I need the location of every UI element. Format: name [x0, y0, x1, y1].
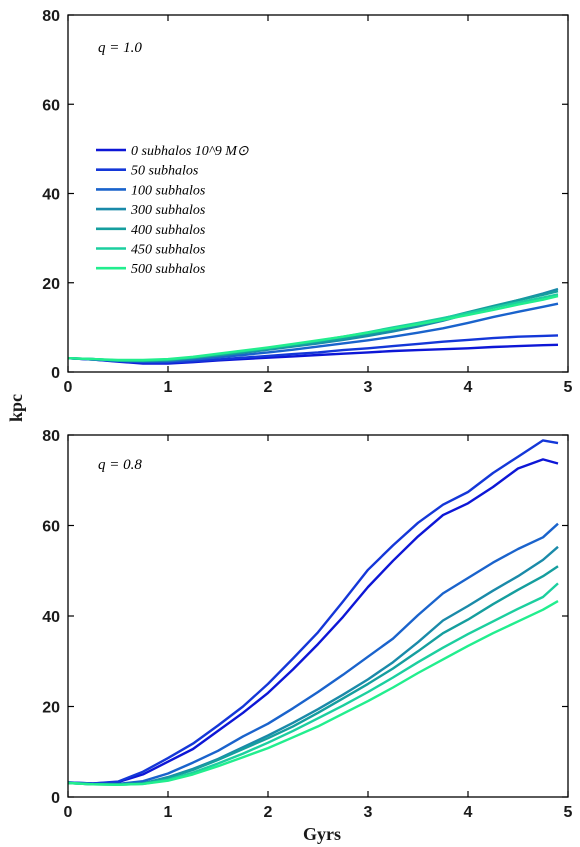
top-series-line-1 — [67, 334, 559, 364]
legend-entry-label: 50 subhalos — [131, 164, 199, 179]
top-x-tick-label: 1 — [164, 379, 173, 396]
top-x-tick-label: 0 — [64, 379, 73, 396]
bottom-y-tick-label: 60 — [42, 519, 60, 536]
legend-entry-label: 500 subhalos — [131, 262, 206, 277]
bottom-series-line-5 — [67, 582, 559, 786]
y-axis-label: kpc — [6, 394, 26, 422]
legend-entry-label: 400 subhalos — [131, 223, 206, 238]
bottom-series-line-6 — [67, 600, 559, 786]
bottom-x-tick-label: 1 — [164, 804, 173, 821]
top-y-tick-label: 0 — [51, 365, 60, 382]
legend: 0 subhalos 10^9 M⊙ 50 subhalos 100 subhalo… — [96, 144, 249, 277]
legend-entry-label: 100 subhalos — [131, 183, 206, 198]
legend-entry-label: 450 subhalos — [131, 243, 206, 258]
bottom-y-tick-label: 0 — [51, 790, 60, 807]
top-y-tick-label: 60 — [42, 97, 60, 114]
bottom-panel: 0 1 2 3 4 5 0 20 40 60 80 q = 0.8 — [42, 428, 572, 821]
top-x-tick-label: 5 — [564, 379, 573, 396]
bottom-plot-frame — [67, 434, 569, 798]
bottom-x-tick-label: 0 — [64, 804, 73, 821]
bottom-x-tick-label: 4 — [464, 804, 473, 821]
top-series-line-3 — [67, 287, 559, 362]
top-q-annotation: q = 1.0 — [98, 40, 142, 56]
x-axis-label: Gyrs — [303, 824, 341, 844]
bottom-x-tick-label: 2 — [264, 804, 273, 821]
bottom-y-tick-label: 80 — [42, 428, 60, 445]
top-series-line-6 — [67, 294, 559, 362]
top-series-line-4 — [67, 290, 559, 362]
top-panel: 0 1 2 3 4 5 0 20 40 60 80 q = 1.0 0 subhalos 10^9 M⊙… — [42, 8, 572, 396]
top-y-tick-label: 20 — [42, 276, 60, 293]
bottom-y-tick-label: 20 — [42, 700, 60, 717]
bottom-series-line-2 — [67, 522, 559, 786]
bottom-q-annotation: q = 0.8 — [98, 457, 142, 473]
legend-entry-label: 0 subhalos 10^9 M⊙ — [131, 144, 249, 159]
bottom-series-line-1 — [67, 439, 559, 785]
top-x-tick-label: 4 — [464, 379, 473, 396]
bottom-series-line-3 — [67, 545, 559, 786]
bottom-series-line-0 — [67, 458, 559, 785]
bottom-y-tick-label: 40 — [42, 609, 60, 626]
top-x-tick-label: 3 — [364, 379, 373, 396]
top-x-tick-label: 2 — [264, 379, 273, 396]
top-series-line-5 — [67, 293, 559, 362]
top-y-tick-label: 80 — [42, 8, 60, 25]
legend-entry-label: 300 subhalos — [130, 203, 206, 218]
bottom-series-line-4 — [67, 565, 559, 786]
top-y-tick-label: 40 — [42, 187, 60, 204]
bottom-x-tick-label: 3 — [364, 804, 373, 821]
bottom-x-tick-label: 5 — [564, 804, 573, 821]
